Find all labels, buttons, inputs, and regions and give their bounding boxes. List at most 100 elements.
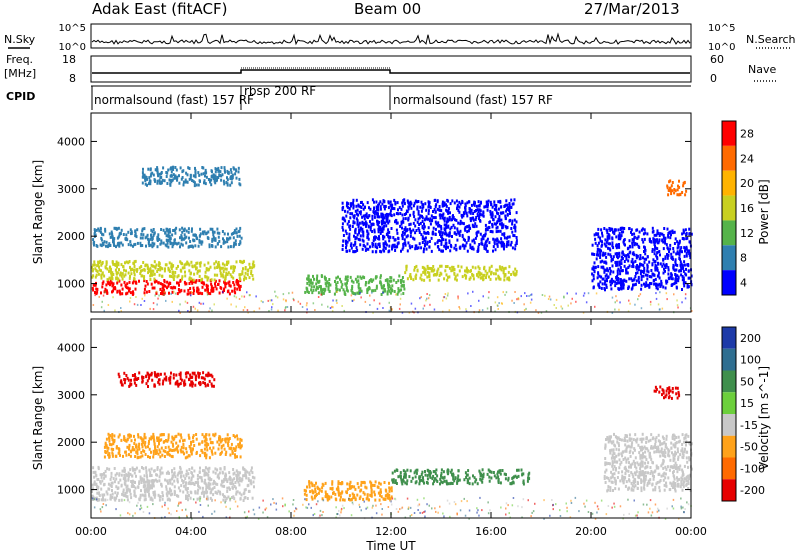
- echo-cell: [157, 268, 160, 271]
- echo-cell: [667, 233, 670, 237]
- echo-cell: [609, 280, 612, 284]
- echo-cell: [223, 166, 226, 170]
- echo-cell: [206, 236, 209, 240]
- echo-cell: [106, 446, 109, 450]
- echo-cell: [116, 491, 119, 495]
- echo-cell: [366, 201, 369, 205]
- echo-cell: [403, 201, 406, 205]
- echo-cell: [673, 230, 676, 234]
- echo-cell: [163, 291, 166, 295]
- echo-cell: [152, 264, 155, 268]
- echo-cell: [465, 269, 468, 273]
- echo-cell: [372, 210, 375, 214]
- date-title: 27/Mar/2013: [584, 0, 680, 18]
- echo-cell: [423, 481, 425, 485]
- echo-cell: [364, 300, 367, 303]
- echo-cell: [322, 291, 325, 295]
- echo-cell: [685, 189, 688, 193]
- echo-cell: [421, 237, 424, 241]
- echo-cell: [123, 478, 126, 482]
- echo-cell: [103, 493, 106, 497]
- echo-cell: [342, 205, 345, 209]
- echo-cell: [413, 268, 416, 272]
- echo-cell: [160, 482, 162, 486]
- colorbar-tick-label: 24: [740, 152, 754, 165]
- echo-cell: [177, 486, 180, 490]
- echo-cell: [506, 240, 509, 244]
- echo-cell: [240, 493, 243, 497]
- echo-cell: [360, 276, 363, 280]
- echo-cell: [442, 217, 445, 221]
- echo-cell: [684, 281, 687, 285]
- echo-cell: [102, 294, 105, 297]
- echo-cell: [127, 243, 130, 247]
- power-colorbar-label: Power [dB]: [757, 179, 771, 244]
- echo-cell: [461, 214, 463, 217]
- echo-cell: [462, 211, 465, 215]
- echo-cell: [211, 309, 213, 312]
- echo-cell: [357, 279, 360, 283]
- nsearch-tick-high: 10^5: [708, 23, 735, 34]
- echo-cell: [124, 237, 127, 241]
- echo-cell: [400, 220, 403, 224]
- echo-cell: [225, 478, 228, 482]
- echo-cell: [434, 273, 437, 276]
- echo-cell: [354, 498, 357, 502]
- echo-cell: [161, 267, 164, 271]
- echo-cell: [383, 497, 386, 501]
- echo-cell: [396, 245, 399, 249]
- echo-cell: [682, 276, 685, 280]
- echo-cell: [192, 434, 195, 438]
- echo-cell: [428, 273, 431, 277]
- echo-cell: [214, 490, 217, 494]
- echo-cell: [468, 482, 471, 486]
- echo-cell: [432, 226, 435, 230]
- echo-cell: [192, 305, 195, 308]
- echo-cell: [597, 253, 600, 257]
- nave-label: Nave: [748, 63, 776, 76]
- echo-cell: [420, 246, 423, 250]
- echo-cell: [496, 225, 499, 229]
- echo-cell: [237, 473, 239, 477]
- echo-cell: [633, 236, 636, 240]
- echo-cell: [622, 283, 625, 287]
- echo-cell: [121, 272, 124, 276]
- echo-cell: [210, 449, 213, 453]
- echo-cell: [688, 276, 691, 280]
- echo-cell: [384, 221, 387, 225]
- echo-cell: [206, 293, 209, 296]
- echo-cell: [454, 243, 457, 247]
- echo-cell: [426, 270, 429, 274]
- echo-cell: [508, 205, 511, 209]
- echo-cell: [354, 240, 357, 244]
- echo-cell: [112, 286, 115, 290]
- echo-cell: [477, 248, 480, 251]
- echo-cell: [123, 435, 126, 439]
- echo-cell: [461, 215, 464, 219]
- echo-cell: [548, 295, 551, 298]
- echo-cell: [184, 270, 186, 274]
- echo-cell: [608, 267, 611, 270]
- echo-cell: [511, 299, 513, 302]
- echo-cell: [394, 202, 397, 206]
- echo-cell: [328, 278, 331, 281]
- echo-cell: [341, 201, 344, 205]
- echo-cell: [514, 225, 517, 229]
- echo-cell: [162, 379, 165, 383]
- echo-cell: [390, 489, 393, 493]
- echo-cell: [255, 295, 257, 298]
- echo-cell: [341, 305, 343, 307]
- echo-cell: [359, 205, 362, 209]
- echo-cell: [196, 477, 199, 481]
- echo-cell: [427, 212, 430, 216]
- echo-cell: [610, 277, 613, 281]
- echo-cell: [358, 221, 361, 225]
- echo-cell: [682, 184, 685, 188]
- echo-cell: [202, 281, 205, 285]
- echo-cell: [345, 243, 348, 247]
- echo-cell: [405, 268, 408, 272]
- echo-cell: [412, 210, 415, 214]
- echo-cell: [651, 226, 654, 230]
- echo-cell: [441, 233, 444, 237]
- echo-cell: [231, 173, 234, 177]
